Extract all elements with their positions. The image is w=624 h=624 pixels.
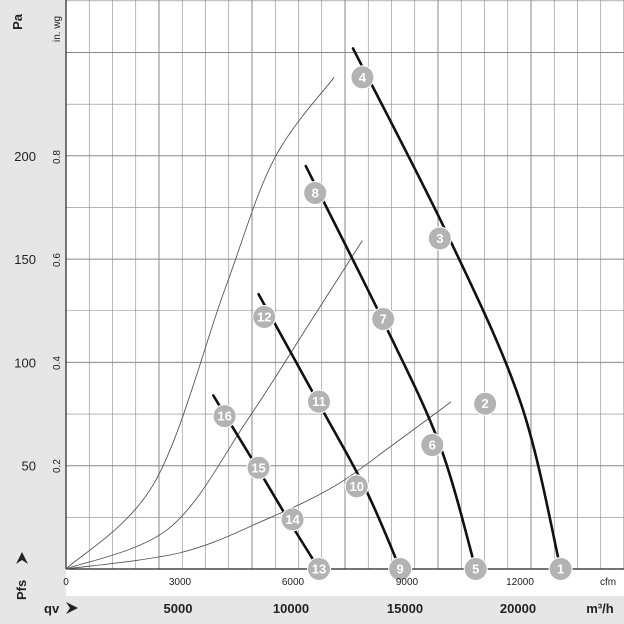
left-axis-unit: Pa	[10, 13, 25, 30]
pressure-symbol: Pfs	[14, 580, 29, 600]
cfm-unit: cfm	[600, 577, 616, 588]
inner-axis-tick-label: 0.8	[52, 150, 63, 164]
m3h-tick-label: 5000	[164, 601, 193, 616]
system-curve-2	[65, 240, 363, 570]
cfm-tick-label: 3000	[169, 577, 192, 588]
marker-circle	[306, 557, 331, 581]
cfm-tick-label: 12000	[506, 577, 534, 588]
marker-15: 15	[246, 455, 271, 480]
m3h-tick-label: 15000	[387, 601, 423, 616]
left-axis-tick-label: 100	[14, 355, 36, 370]
marker-circle	[463, 557, 488, 581]
marker-label: 1	[557, 562, 564, 577]
m3h-tick-label: 10000	[273, 601, 309, 616]
marker-circle	[548, 557, 573, 581]
marker-label: 10	[350, 479, 364, 494]
marker-11: 11	[306, 389, 331, 414]
bottom-axis-panel	[0, 596, 624, 624]
marker-3: 3	[427, 226, 452, 251]
marker-10: 10	[344, 474, 369, 499]
axes: Pa 50 100 150 200 Pfs in. wg 0.2 0.4 0.6 0.8 0 3000 6…	[10, 13, 616, 616]
cfm-tick-label: 9000	[396, 577, 419, 588]
marker-circle	[388, 557, 413, 581]
marker-7: 7	[371, 307, 396, 332]
marker-5: 5	[463, 557, 488, 581]
marker-circle	[344, 474, 369, 499]
marker-1: 1	[548, 557, 573, 581]
inner-axis-tick-label: 0.2	[52, 459, 63, 473]
fan-curve-3	[257, 292, 402, 571]
marker-6: 6	[420, 433, 445, 458]
cfm-tick-label: 6000	[282, 577, 305, 588]
marker-circle	[303, 180, 328, 205]
marker-4: 4	[350, 65, 375, 90]
marker-label: 4	[359, 70, 367, 85]
inner-axis-tick-label: 0.6	[52, 253, 63, 267]
marker-label: 6	[429, 438, 436, 453]
flow-symbol: qv	[44, 601, 60, 616]
left-axis-tick-label: 150	[14, 252, 36, 267]
marker-16: 16	[212, 404, 237, 429]
marker-circle	[350, 65, 375, 90]
left-axis-tick-label: 200	[14, 149, 36, 164]
marker-8: 8	[303, 180, 328, 205]
fan-curve-2	[304, 164, 477, 571]
marker-label: 5	[472, 562, 479, 577]
marker-circle	[420, 433, 445, 458]
marker-label: 15	[251, 460, 265, 475]
marker-label: 11	[312, 394, 326, 409]
marker-label: 12	[257, 309, 271, 324]
fan-curve-1	[351, 47, 562, 571]
marker-circle	[280, 507, 305, 532]
left-axis-panel	[0, 0, 66, 624]
m3h-tick-label: 20000	[500, 601, 536, 616]
marker-label: 8	[312, 185, 319, 200]
grid	[65, 0, 624, 570]
marker-12: 12	[252, 304, 277, 329]
marker-14: 14	[280, 507, 305, 532]
marker-circle	[252, 304, 277, 329]
marker-13: 13	[306, 557, 331, 581]
marker-label: 16	[217, 409, 231, 424]
marker-label: 9	[397, 562, 404, 577]
marker-label: 3	[436, 231, 443, 246]
inner-axis-tick-label: 0.4	[52, 356, 63, 370]
marker-label: 14	[285, 512, 300, 527]
flow-arrow-icon	[66, 602, 78, 614]
marker-circle	[246, 455, 271, 480]
marker-circle	[306, 389, 331, 414]
marker-label: 7	[380, 312, 387, 327]
m3h-unit: m³/h	[586, 601, 614, 616]
pressure-arrow-icon	[16, 552, 28, 564]
fan-curves	[212, 47, 562, 571]
cfm-tick-label: 0	[63, 577, 69, 588]
marker-label: 13	[312, 562, 326, 577]
marker-circle	[371, 307, 396, 332]
inner-axis-unit: in. wg	[52, 16, 63, 42]
left-axis-tick-label: 50	[22, 459, 36, 474]
marker-2: 2	[473, 391, 498, 416]
marker-circle	[212, 404, 237, 429]
marker-label: 2	[482, 396, 489, 411]
marker-circle	[427, 226, 452, 251]
system-curve-1	[65, 77, 335, 570]
marker-circle	[473, 391, 498, 416]
marker-9: 9	[388, 557, 413, 581]
